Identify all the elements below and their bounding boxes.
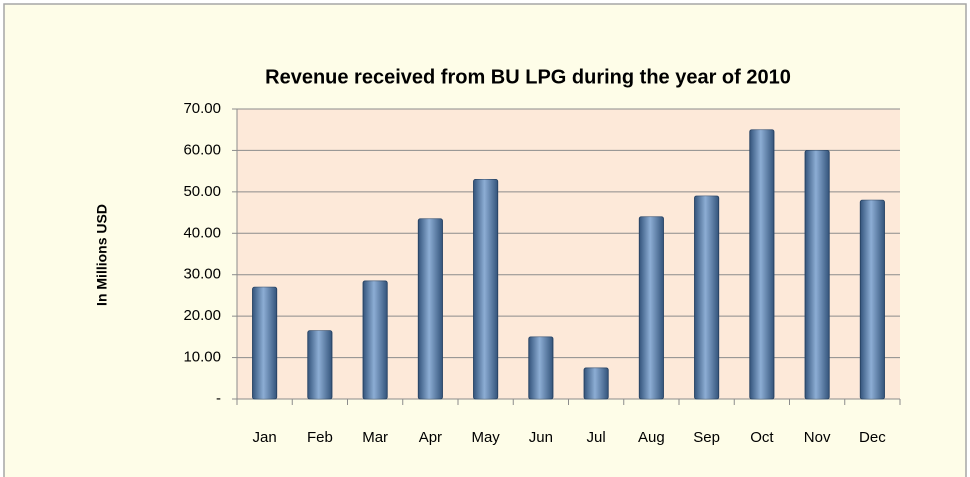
x-tick-label: Feb [307, 429, 333, 446]
x-tick-label: Oct [750, 429, 774, 446]
x-tick-label: Aug [638, 429, 665, 446]
bar [749, 129, 775, 400]
bar [583, 367, 609, 400]
bar [362, 280, 388, 400]
bar [252, 286, 278, 400]
y-tick-label: 20.00 [183, 307, 221, 324]
x-tick-label: Sep [693, 429, 720, 446]
x-tick-label: May [471, 429, 500, 446]
bar [473, 179, 499, 400]
y-axis-label: In Millions USD [94, 204, 110, 306]
x-tick-label: Jan [253, 429, 277, 446]
bar [307, 330, 333, 400]
y-tick-label: 70.00 [183, 100, 221, 117]
y-tick-label: 30.00 [183, 266, 221, 283]
y-tick-label: 40.00 [183, 224, 221, 241]
x-tick-label: Nov [804, 429, 831, 446]
y-tick-label: 50.00 [183, 183, 221, 200]
x-tick-label: Dec [859, 429, 886, 446]
x-tick-label: Jun [529, 429, 553, 446]
chart-title: Revenue received from BU LPG during the … [265, 66, 791, 88]
y-tick-label: 60.00 [183, 141, 221, 158]
y-tick-label: 10.00 [183, 349, 221, 366]
bar [804, 150, 830, 400]
bar [417, 218, 443, 400]
bar [528, 336, 554, 400]
bar [859, 199, 885, 400]
x-tick-label: Mar [362, 429, 388, 446]
plot-area [237, 109, 900, 399]
y-tick-label: - [216, 390, 221, 407]
x-tick-label: Jul [587, 429, 606, 446]
x-tick-label: Apr [419, 429, 442, 446]
bar [694, 195, 720, 400]
bar [638, 216, 664, 400]
